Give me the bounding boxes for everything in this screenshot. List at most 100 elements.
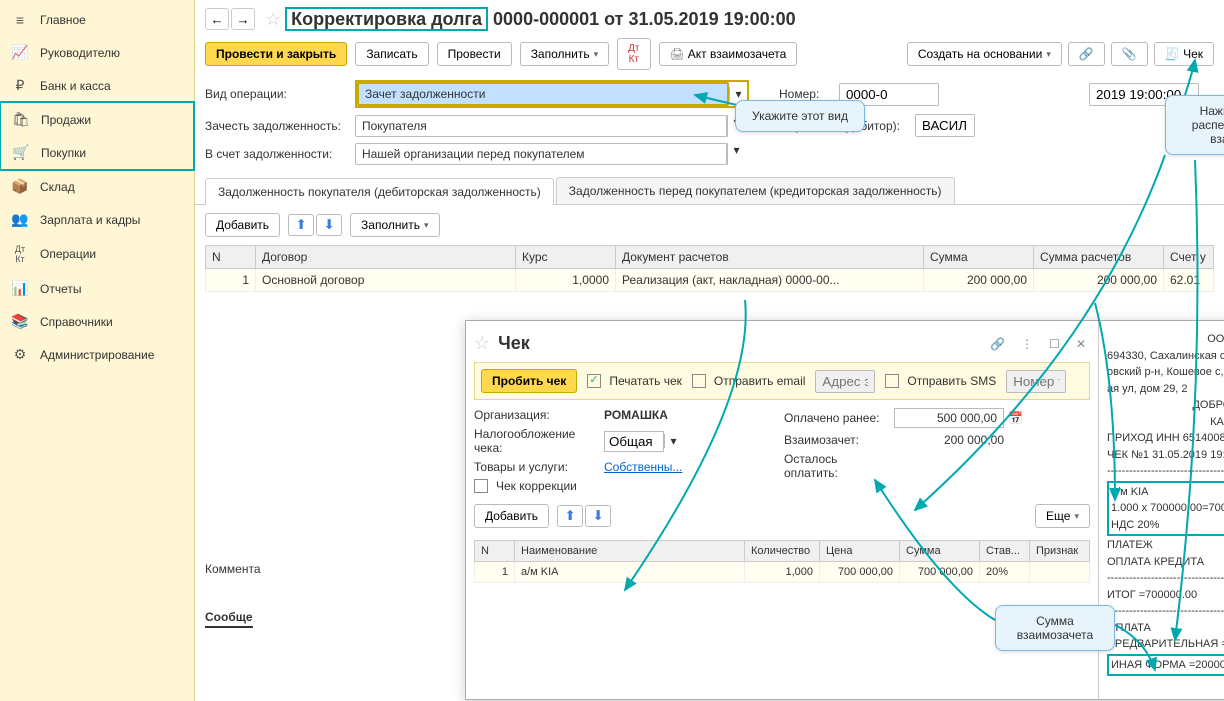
r-other: ИНАЯ ФОРМА =200000.00	[1111, 657, 1224, 674]
op-type-dropdown[interactable]: ▾	[729, 87, 747, 101]
check-down-button[interactable]: ⬇	[585, 505, 611, 527]
ctd-name: а/м KIA	[515, 562, 745, 583]
star-icon[interactable]: ☆	[265, 9, 281, 30]
email-input[interactable]	[815, 370, 875, 393]
sidebar-label: Зарплата и кадры	[40, 213, 140, 227]
sidebar-item-sales[interactable]: 🛍Продажи	[1, 103, 193, 136]
ctd-rate: 20%	[980, 562, 1030, 583]
r-item-box: а/м KIA 1.000 x 700000.00=700000.00 НДС …	[1107, 481, 1224, 537]
offset-label: Зачесть задолженность:	[205, 119, 355, 133]
close-icon[interactable]: ✕	[1072, 335, 1090, 353]
sidebar-item-warehouse[interactable]: 📦 Склад	[0, 170, 194, 203]
cth-n: N	[475, 541, 515, 562]
sidebar-label: Отчеты	[40, 282, 81, 296]
paid-value[interactable]: 500 000,00	[894, 408, 1004, 428]
r-payment: ОПЛАТА	[1107, 620, 1224, 637]
bag-icon: 🛍	[11, 111, 31, 128]
ctd-price: 700 000,00	[820, 562, 900, 583]
check-more-button[interactable]: Еще	[1035, 504, 1090, 528]
book-icon: 📚	[10, 313, 30, 330]
sidebar-item-hr[interactable]: 👥Зарплата и кадры	[0, 203, 194, 236]
sidebar-item-refs[interactable]: 📚Справочники	[0, 305, 194, 338]
fill-button[interactable]: Заполнить	[520, 42, 609, 66]
sidebar-item-ops[interactable]: Дт КтОперации	[0, 236, 194, 272]
number-label: Номер:	[779, 87, 839, 101]
maximize-icon[interactable]: ☐	[1045, 335, 1064, 353]
create-base-button[interactable]: Создать на основании	[907, 42, 1062, 66]
sidebar-label: Склад	[40, 180, 75, 194]
post-button[interactable]: Провести	[437, 42, 512, 66]
check-button[interactable]: 🧾 Чек	[1154, 42, 1214, 66]
td-acc: 62.01	[1164, 269, 1214, 292]
save-button[interactable]: Записать	[355, 42, 428, 66]
th-rate: Курс	[516, 246, 616, 269]
link-icon[interactable]: 🔗	[986, 335, 1009, 353]
op-type-input[interactable]: Зачет задолженности	[357, 82, 729, 106]
tab-debit[interactable]: Задолженность покупателя (дебиторская за…	[205, 178, 554, 205]
sidebar-item-purchases[interactable]: 🛒Покупки	[1, 136, 193, 169]
sidebar-item-reports[interactable]: 📊Отчеты	[0, 272, 194, 305]
sidebar-label: Покупки	[41, 146, 86, 160]
receipt-icon: 🧾	[1165, 47, 1180, 61]
buyer-input[interactable]	[915, 114, 975, 137]
sidebar-item-admin[interactable]: ⚙Администрирование	[0, 338, 194, 371]
check-table-row[interactable]: 1 а/м KIA 1,000 700 000,00 700 000,00 20…	[475, 562, 1090, 583]
move-up-button[interactable]: ⬆	[288, 214, 314, 236]
link-button[interactable]: 🔗	[1068, 42, 1105, 66]
correction-checkbox[interactable]: Чек коррекции	[474, 479, 774, 493]
nav-forward-button[interactable]: →	[231, 8, 255, 30]
tab-credit[interactable]: Задолженность перед покупателем (кредито…	[556, 177, 955, 204]
ctd-sign	[1030, 562, 1090, 583]
sidebar-item-main[interactable]: ≡Главное	[0, 4, 194, 36]
subtoolbar: Добавить ⬆ ⬇ Заполнить	[195, 205, 1224, 245]
ctd-sum: 700 000,00	[900, 562, 980, 583]
org-value: РОМАШКА	[604, 408, 668, 422]
tax-input[interactable]	[604, 431, 664, 452]
sidebar-label: Руководителю	[40, 46, 120, 60]
sidebar-item-bank[interactable]: ₽ Банк и касса	[0, 69, 194, 102]
r-other-box: ИНАЯ ФОРМА =200000.00	[1107, 654, 1224, 677]
fill-rows-button[interactable]: Заполнить	[350, 213, 439, 237]
goods-link[interactable]: Собственны...	[604, 460, 682, 474]
sidebar-label: Банк и касса	[40, 79, 111, 93]
sidebar: ≡Главное 📈Руководителю ₽ Банк и касса 🛍Пр…	[0, 0, 195, 701]
dtkt-button[interactable]: ДтКт	[617, 38, 650, 70]
attach-button[interactable]: 📎	[1111, 42, 1148, 66]
add-button[interactable]: Добавить	[205, 213, 280, 237]
r-type: КАССОВЫЙ ЧЕК	[1107, 414, 1224, 431]
punch-check-button[interactable]: Пробить чек	[481, 369, 577, 393]
tax-dropdown[interactable]: ▾	[664, 434, 682, 448]
toolbar: Провести и закрыть Записать Провести Зап…	[195, 34, 1224, 80]
sidebar-item-manager[interactable]: 📈Руководителю	[0, 36, 194, 69]
th-sum: Сумма	[924, 246, 1034, 269]
email-checkbox[interactable]: Отправить email	[692, 374, 806, 388]
check-add-button[interactable]: Добавить	[474, 504, 549, 528]
phone-input[interactable]	[1006, 370, 1066, 393]
print-icon: 🖨	[670, 47, 685, 61]
goods-label: Товары и услуги:	[474, 460, 604, 474]
check-star-icon[interactable]: ☆	[474, 333, 490, 354]
td-rate: 1,0000	[516, 269, 616, 292]
more-icon[interactable]: ⋮	[1017, 335, 1037, 353]
offset-input[interactable]: Покупателя	[355, 115, 727, 137]
cth-sign: Признак	[1030, 541, 1090, 562]
act-button[interactable]: 🖨Акт взаимозачета	[659, 42, 798, 66]
r-calc: 1.000 x 700000.00=700000.00	[1111, 500, 1224, 517]
offset-amount-label: Взаимозачет:	[784, 433, 894, 447]
cth-sum: Сумма	[900, 541, 980, 562]
ruble-icon: ₽	[10, 77, 30, 94]
td-n: 1	[206, 269, 256, 292]
against-dropdown[interactable]: ▾	[727, 143, 745, 165]
post-close-button[interactable]: Провести и закрыть	[205, 42, 347, 66]
nav-back-button[interactable]: ←	[205, 8, 229, 30]
r-vat: НДС 20%	[1111, 517, 1224, 534]
print-checkbox[interactable]: Печатать чек	[587, 374, 682, 388]
r-company: ООО "РОМАШКА"	[1107, 331, 1224, 348]
sms-checkbox[interactable]: Отправить SMS	[885, 374, 996, 388]
td-sum2: 200 000,00	[1034, 269, 1164, 292]
check-up-button[interactable]: ⬆	[557, 505, 583, 527]
move-down-button[interactable]: ⬇	[316, 214, 342, 236]
against-input[interactable]: Нашей организации перед покупателем	[355, 143, 727, 165]
table-row[interactable]: 1 Основной договор 1,0000 Реализация (ак…	[206, 269, 1214, 292]
box-icon: 📦	[10, 178, 30, 195]
